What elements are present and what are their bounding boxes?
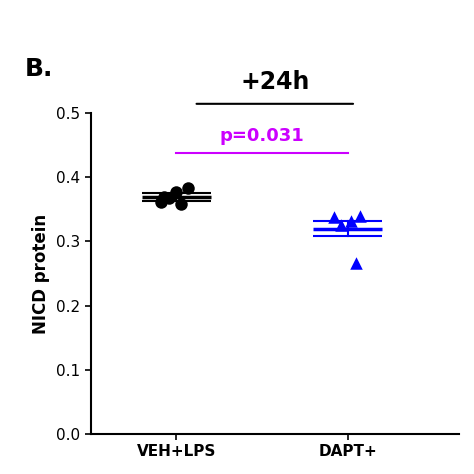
Text: B.: B. <box>24 57 53 82</box>
Point <box>157 198 164 206</box>
Point <box>352 259 360 266</box>
Point <box>337 222 345 229</box>
Point <box>184 184 192 192</box>
Point <box>165 194 173 202</box>
Point <box>161 193 168 201</box>
Point <box>178 201 185 208</box>
Point <box>173 188 180 195</box>
Point <box>347 217 355 225</box>
Text: p=0.031: p=0.031 <box>219 128 304 146</box>
Y-axis label: NICD protein: NICD protein <box>32 213 50 334</box>
Point <box>330 213 337 221</box>
Point <box>356 212 364 219</box>
Text: +24h: +24h <box>240 70 310 94</box>
